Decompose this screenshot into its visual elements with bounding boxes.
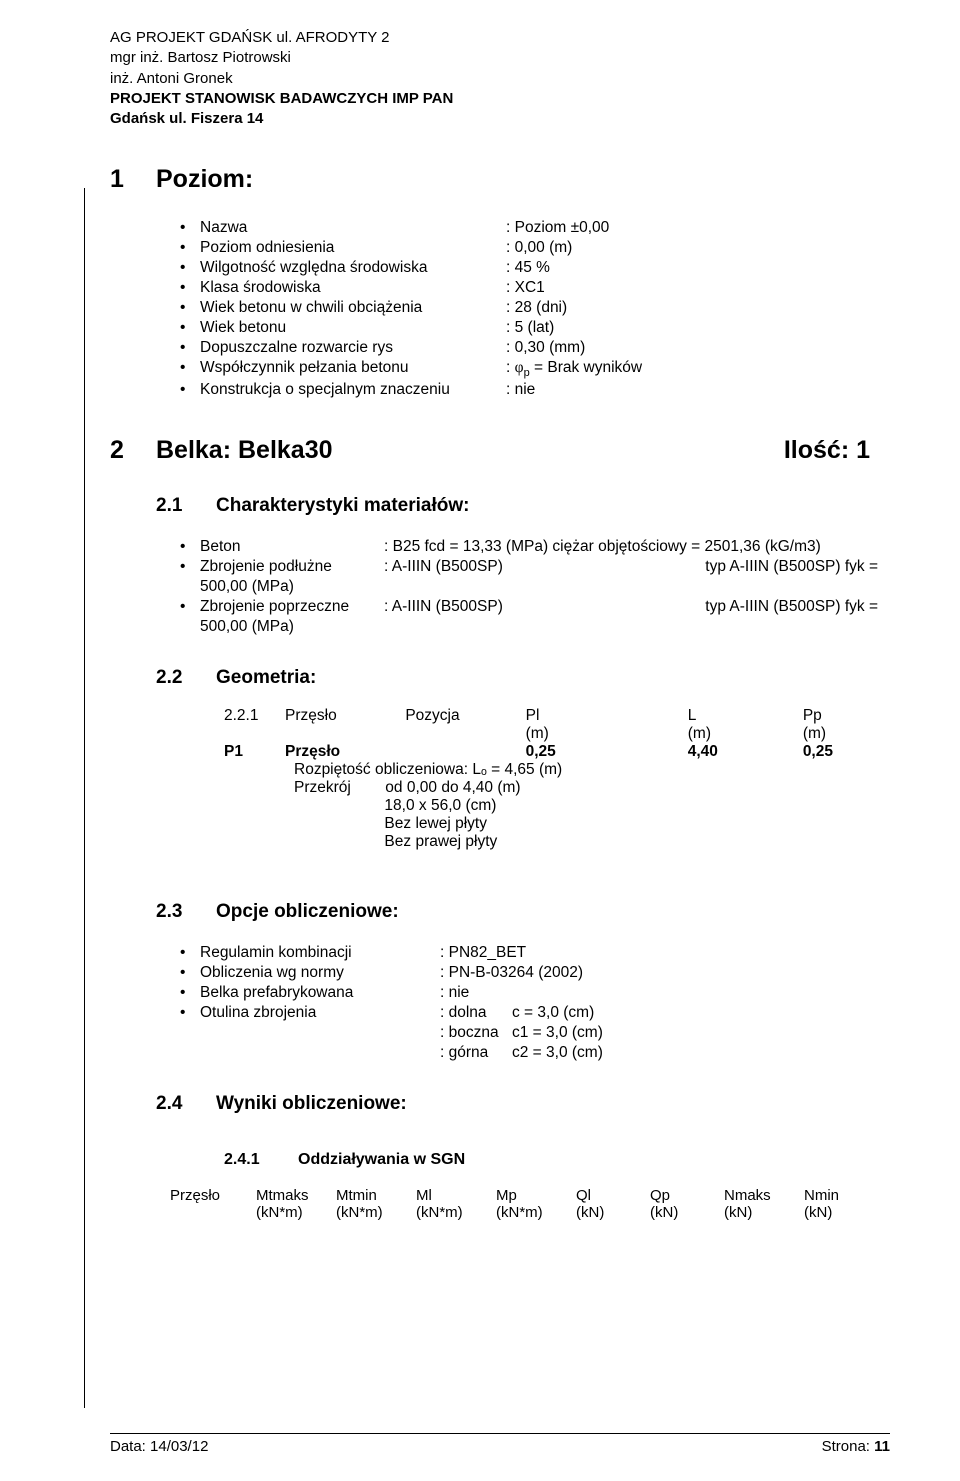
page-footer: Data: 14/03/12 Strona: 11 [110, 1433, 890, 1455]
subsection-2-1-heading: 2.1 Charakterystyki materiałów: [156, 495, 890, 517]
geom-data-row: P1 Przęsło 0,25 4,40 0,25 [224, 743, 890, 761]
hdr-line-5: Gdańsk ul. Fiszera 14 [110, 109, 890, 129]
footer-page: Strona: 11 [822, 1438, 890, 1455]
geom-detail-lines: Rozpiętość obliczeniowa: Lₒ = 4,65 (m) P… [294, 761, 890, 851]
section-2-heading: 2 Belka: Belka30 Ilość: 1 [110, 436, 890, 465]
geom-header-row: 2.2.1 Przęsło Pozycja Pl L Pp [224, 707, 890, 725]
subsection-2-4-heading: 2.4 Wyniki obliczeniowe: [156, 1093, 890, 1115]
poziom-list: •Nazwa: Poziom ±0,00 •Poziom odniesienia… [180, 218, 890, 400]
subsubsection-2-4-1-heading: 2.4.1 Oddziaływania w SGN [224, 1151, 890, 1169]
hdr-line-1: AG PROJEKT GDAŃSK ul. AFRODYTY 2 [110, 28, 890, 48]
section-title: Belka: Belka30 [156, 436, 333, 465]
hdr-line-3: inż. Antoni Gronek [110, 69, 890, 89]
sgn-table: Przęsło Mtmaks Mtmin Ml Mp Ql Qp Nmaks N… [170, 1187, 890, 1221]
table-header-row: Przęsło Mtmaks Mtmin Ml Mp Ql Qp Nmaks N… [170, 1187, 890, 1204]
page: AG PROJEKT GDAŃSK ul. AFRODYTY 2 mgr inż… [0, 0, 960, 1481]
section-count: Ilość: 1 [784, 436, 890, 465]
section-title: Poziom: [156, 165, 253, 194]
subsection-2-2-heading: 2.2 Geometria: [156, 667, 890, 689]
footer-date: Data: 14/03/12 [110, 1438, 208, 1455]
material-list: •Beton: B25 fcd = 13,33 (MPa) ciężar obj… [180, 537, 890, 637]
section-1-heading: 1 Poziom: [110, 165, 890, 194]
section-number: 2 [110, 436, 156, 465]
section-number: 1 [110, 165, 156, 194]
hdr-line-4: PROJEKT STANOWISK BADAWCZYCH IMP PAN [110, 89, 890, 109]
table-units-row: (kN*m) (kN*m) (kN*m) (kN*m) (kN) (kN) (k… [170, 1204, 890, 1221]
options-list: •Regulamin kombinacji: PN82_BET •Oblicze… [180, 943, 890, 1063]
subsection-2-3-heading: 2.3 Opcje obliczeniowe: [156, 901, 890, 923]
geometry-block: 2.2.1 Przęsło Pozycja Pl L Pp (m) (m) (m… [224, 707, 890, 851]
margin-rule [84, 188, 85, 1408]
hdr-line-2: mgr inż. Bartosz Piotrowski [110, 48, 890, 68]
geom-units-row: (m) (m) (m) [224, 725, 890, 743]
document-header: AG PROJEKT GDAŃSK ul. AFRODYTY 2 mgr inż… [110, 28, 890, 129]
